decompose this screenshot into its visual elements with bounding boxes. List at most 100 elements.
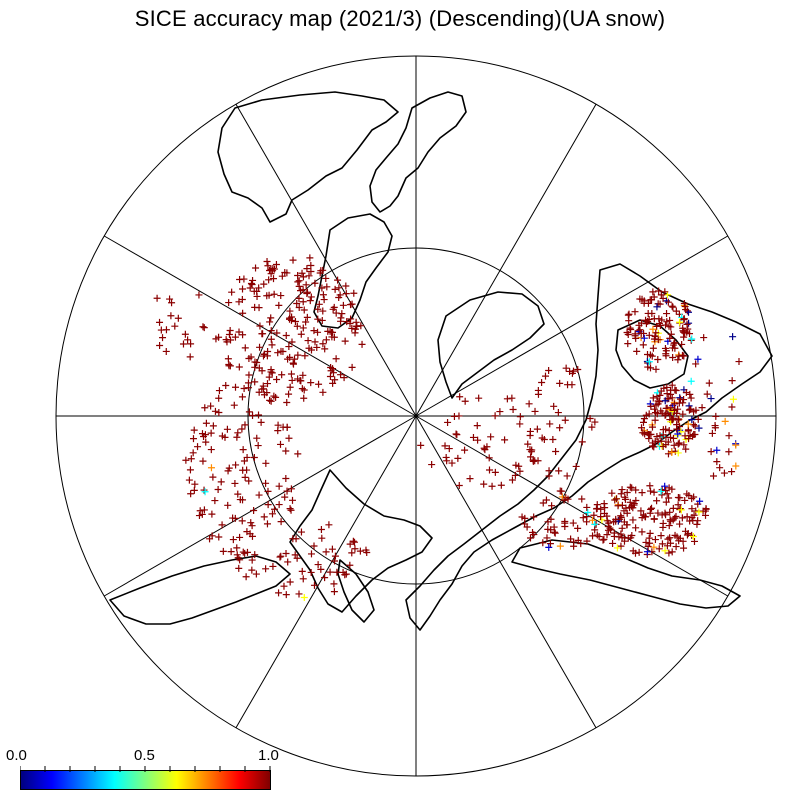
station-marker — [689, 517, 697, 525]
station-marker — [680, 544, 688, 552]
station-marker — [277, 518, 285, 526]
station-marker — [263, 352, 271, 360]
station-marker — [275, 482, 283, 490]
coastline-alaska — [109, 555, 291, 625]
station-marker — [646, 482, 654, 490]
station-marker — [352, 325, 360, 333]
station-marker — [285, 390, 293, 398]
station-marker — [549, 435, 557, 443]
station-marker — [215, 533, 223, 541]
station-marker — [516, 420, 524, 428]
station-marker — [333, 568, 341, 576]
station-marker — [662, 486, 670, 494]
station-marker — [231, 479, 239, 487]
station-marker — [669, 504, 677, 512]
station-marker — [461, 397, 469, 405]
station-marker — [650, 488, 658, 496]
station-marker — [198, 430, 206, 438]
station-marker — [307, 379, 315, 387]
station-marker — [302, 281, 310, 289]
station-marker — [688, 505, 696, 513]
station-marker — [299, 273, 307, 281]
station-marker — [675, 399, 683, 407]
station-marker — [670, 441, 678, 449]
station-marker — [321, 574, 329, 582]
station-marker — [590, 511, 598, 519]
station-marker — [241, 344, 249, 352]
station-marker — [544, 518, 552, 526]
station-marker — [661, 288, 669, 296]
station-marker — [729, 333, 737, 341]
station-marker — [703, 390, 711, 398]
station-marker — [299, 371, 307, 379]
station-marker — [632, 486, 640, 494]
station-marker — [322, 274, 330, 282]
station-marker — [321, 345, 329, 353]
station-marker — [624, 340, 632, 348]
station-marker — [676, 520, 684, 528]
station-marker — [299, 575, 307, 583]
station-marker — [640, 415, 648, 423]
station-marker — [569, 519, 577, 527]
station-marker — [595, 533, 603, 541]
station-marker — [561, 517, 569, 525]
station-marker — [665, 522, 673, 530]
station-marker — [243, 466, 251, 474]
station-marker — [270, 290, 278, 298]
station-marker — [584, 509, 592, 517]
station-marker — [243, 453, 251, 461]
station-marker — [227, 548, 235, 556]
station-marker — [644, 309, 652, 317]
station-marker — [597, 513, 605, 521]
station-marker — [273, 329, 281, 337]
station-marker — [265, 291, 273, 299]
station-marker — [685, 491, 693, 499]
station-marker — [254, 442, 262, 450]
station-marker — [685, 435, 693, 443]
station-marker — [231, 333, 239, 341]
station-marker — [246, 530, 254, 538]
station-marker — [626, 498, 634, 506]
station-marker — [644, 543, 652, 551]
station-marker — [255, 304, 263, 312]
station-marker — [417, 441, 425, 449]
station-marker — [555, 467, 563, 475]
station-marker — [235, 328, 243, 336]
station-marker — [546, 540, 554, 548]
station-marker — [238, 425, 246, 433]
coastline-hudson-region — [369, 91, 467, 213]
station-marker — [279, 348, 287, 356]
station-marker — [191, 480, 199, 488]
station-marker — [664, 298, 672, 306]
station-marker — [268, 369, 276, 377]
station-marker — [276, 553, 284, 561]
station-marker — [497, 481, 505, 489]
station-marker — [288, 376, 296, 384]
station-marker — [562, 364, 570, 372]
station-marker — [301, 352, 309, 360]
station-marker — [708, 429, 716, 437]
station-marker — [256, 322, 264, 330]
station-marker — [725, 432, 733, 440]
station-marker — [674, 449, 682, 457]
station-marker — [342, 282, 350, 290]
station-marker — [638, 528, 646, 536]
station-marker — [225, 331, 233, 339]
station-marker — [713, 446, 721, 454]
station-marker — [285, 343, 293, 351]
station-marker — [588, 423, 596, 431]
station-marker — [680, 333, 688, 341]
station-marker — [620, 507, 628, 515]
station-marker — [331, 285, 339, 293]
station-marker — [646, 529, 654, 537]
station-marker — [233, 551, 241, 559]
station-marker — [603, 531, 611, 539]
station-marker — [649, 344, 657, 352]
station-marker — [698, 404, 706, 412]
station-marker — [644, 317, 652, 325]
station-marker — [511, 471, 519, 479]
station-marker — [274, 427, 282, 435]
station-marker — [644, 299, 652, 307]
station-marker — [648, 504, 656, 512]
